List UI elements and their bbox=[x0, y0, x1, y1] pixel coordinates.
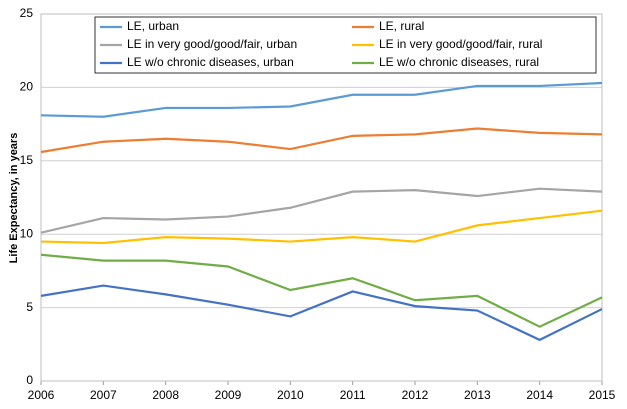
x-tick-label: 2006 bbox=[28, 388, 55, 402]
x-tick-label: 2012 bbox=[402, 388, 429, 402]
x-tick-label: 2013 bbox=[464, 388, 491, 402]
y-tick-label: 25 bbox=[20, 6, 34, 20]
x-tick-label: 2010 bbox=[277, 388, 304, 402]
series-line bbox=[40, 81, 603, 118]
legend-label: LE w/o chronic diseases, urban bbox=[127, 55, 294, 69]
y-tick-label: 10 bbox=[20, 226, 34, 240]
x-tick-label: 2007 bbox=[90, 388, 117, 402]
legend-label: LE in very good/good/fair, rural bbox=[379, 37, 542, 51]
x-tick-label: 2014 bbox=[526, 388, 553, 402]
plot-border bbox=[40, 13, 603, 382]
y-tick-label: 15 bbox=[20, 153, 34, 167]
x-tick-label: 2008 bbox=[152, 388, 179, 402]
series-line bbox=[40, 253, 603, 328]
x-tick-label: 2009 bbox=[215, 388, 242, 402]
legend-label: LE, rural bbox=[379, 19, 424, 33]
x-tick-label: 2011 bbox=[340, 388, 366, 402]
legend-label: LE in very good/good/fair, urban bbox=[127, 37, 297, 51]
series-line bbox=[40, 284, 603, 342]
y-axis-label: Life Expectancy, in years bbox=[8, 133, 20, 264]
series-line bbox=[40, 187, 603, 234]
series-line bbox=[40, 127, 603, 154]
x-tick-label: 2015 bbox=[589, 388, 616, 402]
legend-label: LE w/o chronic diseases, rural bbox=[379, 55, 539, 69]
y-tick-label: 5 bbox=[26, 300, 33, 314]
series-line bbox=[40, 209, 603, 245]
legend-label: LE, urban bbox=[127, 19, 179, 33]
legend-box bbox=[94, 16, 597, 74]
y-tick-label: 0 bbox=[26, 373, 33, 387]
y-tick-label: 20 bbox=[20, 80, 34, 94]
